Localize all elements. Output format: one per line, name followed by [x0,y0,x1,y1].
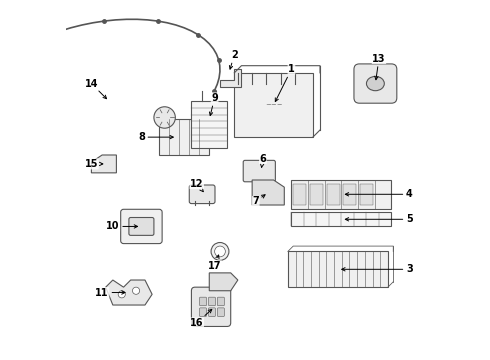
Circle shape [211,243,229,260]
Text: 4: 4 [345,189,413,199]
FancyBboxPatch shape [189,185,215,203]
FancyBboxPatch shape [209,308,215,316]
Polygon shape [92,155,117,173]
Text: 6: 6 [260,154,266,167]
Polygon shape [220,69,242,87]
Text: 17: 17 [208,255,221,271]
Text: 9: 9 [209,93,218,116]
FancyBboxPatch shape [192,287,231,327]
FancyBboxPatch shape [199,308,206,316]
Text: 10: 10 [106,221,138,231]
Text: 7: 7 [252,195,265,206]
Text: 15: 15 [85,159,103,169]
FancyBboxPatch shape [234,73,313,137]
Polygon shape [106,280,152,305]
FancyBboxPatch shape [209,297,215,306]
FancyBboxPatch shape [292,212,392,226]
FancyBboxPatch shape [121,209,162,244]
FancyBboxPatch shape [288,251,388,287]
Text: 2: 2 [229,50,238,69]
FancyBboxPatch shape [192,102,227,148]
FancyBboxPatch shape [293,184,306,205]
Text: 1: 1 [275,64,295,102]
Text: 12: 12 [190,179,203,192]
Polygon shape [209,273,238,291]
FancyBboxPatch shape [159,119,209,155]
Text: 8: 8 [138,132,173,142]
Circle shape [118,291,125,298]
FancyBboxPatch shape [310,184,323,205]
FancyBboxPatch shape [218,297,224,306]
Text: 13: 13 [372,54,386,80]
Text: 11: 11 [96,288,125,297]
Polygon shape [252,180,284,205]
FancyBboxPatch shape [360,184,373,205]
FancyBboxPatch shape [243,160,275,182]
FancyBboxPatch shape [292,180,392,208]
Circle shape [132,287,140,294]
FancyBboxPatch shape [326,184,340,205]
Text: 5: 5 [345,214,413,224]
Text: 3: 3 [342,264,413,274]
FancyBboxPatch shape [354,64,397,103]
Circle shape [215,246,225,257]
Text: ~~~: ~~~ [265,102,282,108]
Text: 16: 16 [190,309,212,328]
FancyBboxPatch shape [129,217,154,235]
FancyBboxPatch shape [343,184,356,205]
Circle shape [154,107,175,128]
Ellipse shape [367,76,384,91]
Text: 14: 14 [85,78,106,99]
FancyBboxPatch shape [199,297,206,306]
FancyBboxPatch shape [218,308,224,316]
